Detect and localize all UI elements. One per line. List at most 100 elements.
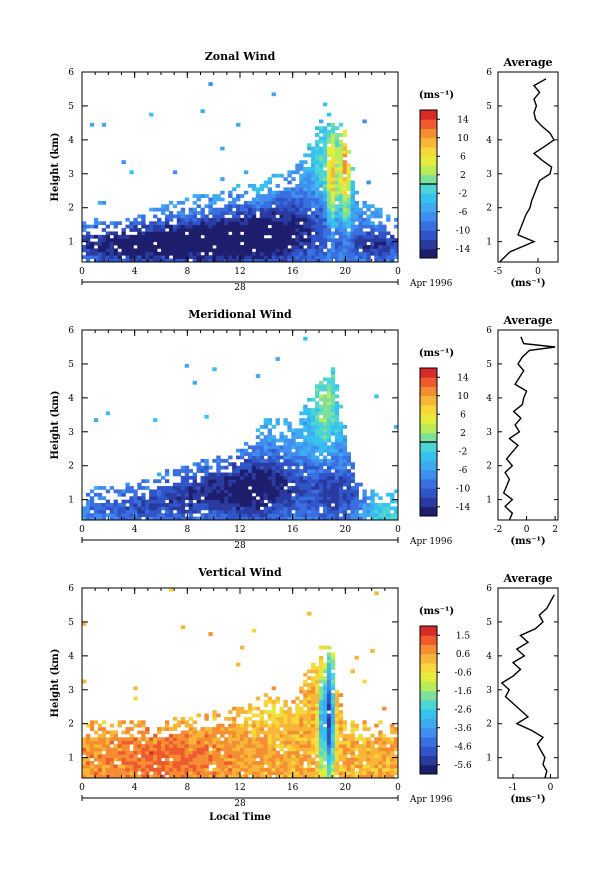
heatmap-cell: [330, 513, 336, 517]
heatmap-cell: [236, 248, 241, 253]
heatmap-cell: [251, 221, 257, 226]
heatmap-cell: [267, 744, 272, 748]
heatmap-cell: [303, 727, 308, 731]
heatmap-cell: [303, 167, 308, 171]
heatmap-cells: [82, 588, 399, 779]
heatmap-cell: [303, 224, 308, 229]
heatmap-cell: [263, 733, 269, 738]
heatmap-cell: [82, 513, 87, 517]
heatmap-cell: [216, 503, 221, 507]
heatmap-cell: [240, 710, 245, 714]
heatmap-cell: [200, 194, 205, 198]
heatmap-cell: [243, 513, 249, 517]
heatmap-cell: [259, 723, 265, 728]
heatmap-cell: [322, 438, 328, 443]
heatmap-cell: [319, 387, 324, 392]
heatmap-cell: [263, 492, 269, 497]
heatmap-cell: [200, 238, 205, 243]
heatmap-cell: [342, 190, 348, 195]
heatmap-cell: [370, 245, 375, 249]
heatmap-cell: [315, 197, 320, 202]
heatmap-cell: [295, 706, 300, 711]
heatmap-cell: [271, 245, 276, 249]
heatmap-cell: [216, 771, 221, 775]
heatmap-cell: [271, 248, 276, 253]
heatmap-cell: [342, 455, 348, 460]
heatmap-cell: [188, 750, 193, 755]
heatmap-cell: [251, 187, 257, 192]
heatmap-cell: [295, 750, 300, 755]
heatmap-cell: [255, 516, 261, 521]
heatmap-cell: [121, 774, 126, 779]
heatmap-cell: [204, 221, 209, 226]
heatmap-cell: [299, 431, 304, 436]
heatmap-cell: [334, 408, 340, 412]
heatmap-cell: [200, 231, 205, 236]
heatmap-cell: [85, 251, 91, 256]
heatmap-cell: [342, 238, 348, 243]
heatmap-cell: [97, 486, 103, 490]
heatmap-cell: [283, 187, 288, 192]
heatmap-cell: [259, 458, 265, 463]
heatmap-cell: [82, 255, 87, 259]
heatmap-cell: [164, 516, 170, 521]
heatmap-cell: [342, 200, 348, 205]
heatmap-cell: [342, 489, 348, 494]
heatmap-cell: [299, 516, 304, 521]
heatmap-cell: [232, 506, 237, 511]
heatmap-cell: [243, 170, 249, 175]
heatmap-cell: [291, 730, 296, 735]
heatmap-cell: [267, 771, 272, 775]
heatmap-cell: [303, 754, 308, 759]
heatmap-cell: [216, 727, 221, 731]
heatmap-cell: [326, 122, 332, 127]
heatmap-cell: [271, 737, 276, 742]
heatmap-cell: [319, 435, 324, 439]
heatmap-cell: [378, 767, 383, 772]
heatmap-cell: [267, 180, 272, 185]
heatmap-cell: [176, 248, 182, 253]
heatmap-cell: [176, 499, 182, 504]
heatmap-cell: [330, 737, 336, 742]
heatmap-cell: [350, 750, 355, 755]
heatmap-cell: [299, 187, 304, 192]
heatmap-cell: [334, 435, 340, 439]
heatmap-cell: [330, 245, 336, 249]
heatmap-cell: [271, 733, 276, 738]
heatmap-cell: [315, 737, 320, 742]
heatmap-cell: [180, 516, 186, 521]
heatmap-cell: [97, 516, 103, 521]
heatmap-cell: [101, 248, 107, 253]
heatmap-cell: [386, 241, 391, 246]
heatmap-cell: [153, 733, 158, 738]
heatmap-cell: [322, 258, 328, 263]
heatmap-cell: [311, 397, 316, 402]
heatmap-cell: [275, 204, 280, 209]
heatmap-cell: [322, 150, 328, 154]
heatmap-cell: [149, 489, 154, 494]
heatmap-cell: [334, 143, 340, 148]
heatmap-cell: [283, 774, 288, 779]
heatmap-cell: [141, 479, 146, 484]
colorbar-tick-label: 0.6: [456, 650, 471, 660]
heatmap-cell: [334, 710, 340, 714]
heatmap-cell: [362, 509, 367, 514]
heatmap-cell: [208, 197, 213, 202]
heatmap-cell: [188, 245, 193, 249]
heatmap-cell: [394, 425, 399, 429]
heatmap-cell: [334, 245, 340, 249]
heatmap-cell: [338, 469, 344, 473]
heatmap-cell: [370, 506, 375, 511]
heatmap-cell: [204, 774, 209, 779]
heatmap-cell: [204, 462, 209, 467]
heatmap-cell: [168, 750, 174, 755]
heatmap-cell: [350, 214, 355, 219]
heatmap-cell: [303, 469, 308, 473]
heatmap-cell: [390, 727, 395, 731]
heatmap-cell: [283, 716, 288, 721]
heatmap-cell: [180, 248, 186, 253]
heatmap-cell: [319, 482, 324, 487]
heatmap-cell: [93, 720, 99, 725]
colorbar-swatch: [420, 451, 437, 461]
heatmap-cell: [330, 696, 336, 701]
